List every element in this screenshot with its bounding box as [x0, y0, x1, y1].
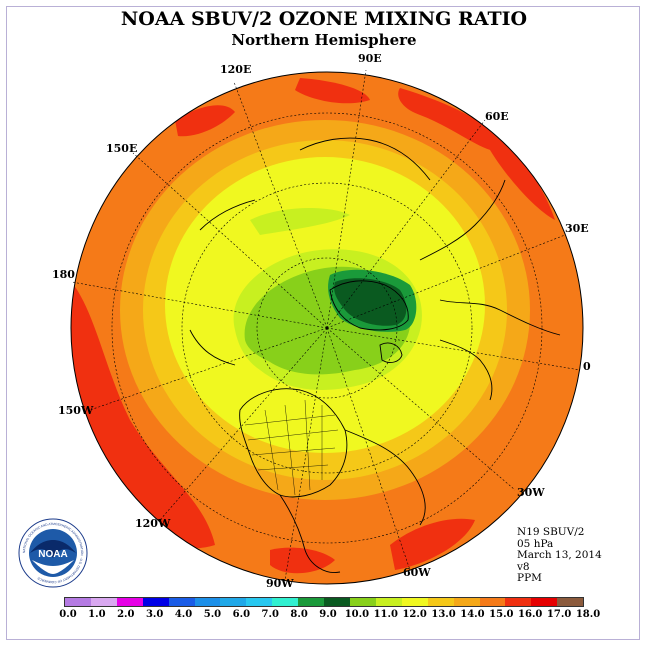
colorbar-swatch [349, 598, 376, 606]
colorbar-tick-label: 16.0 [518, 609, 543, 620]
colorbar-swatch [142, 598, 169, 606]
colorbar-swatch [453, 598, 480, 606]
ozone-band-11-arc [250, 208, 350, 235]
colorbar-tick-label: 1.0 [88, 609, 106, 620]
lon-label-90w: 90W [266, 577, 294, 590]
lon-label-30w: 30W [517, 486, 545, 499]
colorbar-swatch [194, 598, 221, 606]
colorbar-tick-label: 7.0 [261, 609, 279, 620]
map-title: NOAA SBUV/2 OZONE MIXING RATIO [120, 8, 528, 30]
lon-label-60e: 60E [485, 110, 509, 123]
ozone-band-red-s [270, 547, 335, 574]
colorbar-swatch [168, 598, 195, 606]
colorbar-tick-label: 12.0 [402, 609, 427, 620]
ozone-band-red-n [295, 78, 370, 104]
ozone-band-8 [334, 278, 407, 326]
info-date: March 13, 2014 [517, 549, 602, 561]
colorbar-swatch [220, 598, 247, 606]
ozone-band-red-sse [390, 518, 475, 570]
info-level: 05 hPa [517, 537, 554, 550]
colorbar-swatch [401, 598, 428, 606]
colorbar-tick-label: 13.0 [431, 609, 456, 620]
colorbar-tick-label: 0.0 [59, 609, 77, 620]
colorbar-swatch [375, 598, 402, 606]
info-version: v8 [517, 560, 530, 573]
info-units: PPM [517, 572, 542, 584]
map-subtitle: Northern Hemisphere [231, 31, 417, 49]
colorbar-swatch [65, 598, 91, 606]
lon-label-90e: 90E [358, 52, 382, 65]
colorbar-tick-label: 5.0 [203, 609, 222, 620]
info-satellite: N19 SBUV/2 [517, 526, 585, 538]
colorbar-tick-label: 8.0 [290, 609, 308, 620]
colorbar-tick-label: 6.0 [232, 609, 251, 620]
ozone-band-red-nw [175, 105, 235, 137]
colorbar-tick-label: 10.0 [344, 609, 370, 620]
lon-label-30e: 30E [565, 222, 589, 235]
lon-label-60w: 60W [403, 566, 431, 579]
us-state-grid [244, 399, 339, 496]
colorbar-tick-label: 17.0 [546, 609, 572, 620]
colorbar-tick-label: 15.0 [489, 609, 514, 620]
lon-label-180: 180 [52, 268, 75, 281]
colorbar-swatch [557, 598, 584, 606]
colorbar-tick-label: 2.0 [117, 609, 135, 620]
colorbar-tick-label: 9.0 [319, 609, 337, 620]
lon-label-150w: 150W [58, 404, 94, 417]
ozone-band-red-se [490, 130, 555, 220]
colorbar-tick-label: 18.0 [575, 609, 601, 620]
colorbar-swatch [324, 598, 350, 606]
ozone-band-red-ne [398, 88, 510, 152]
colorbar-swatch [90, 598, 117, 606]
lon-label-120e: 120E [220, 63, 252, 76]
colorbar-swatch [298, 598, 325, 606]
colorbar-swatch [272, 598, 299, 606]
colorbar-swatch [505, 598, 532, 606]
graticule [71, 69, 581, 581]
coastlines [189, 137, 561, 573]
info-block: N19 SBUV/2 05 hPa March 13, 2014 v8 PPM [517, 526, 602, 585]
map-boundary [70, 71, 584, 585]
colorbar-tick-label: 14.0 [460, 609, 485, 620]
colorbar-tick-label: 3.0 [145, 609, 164, 620]
colorbar-tick-label: 11.0 [373, 609, 398, 620]
colorbar-swatch [479, 598, 506, 606]
colorbar-swatch [427, 598, 454, 606]
lon-label-120w: 120W [135, 517, 171, 530]
lon-label-150e: 150E [106, 142, 138, 155]
map-frame [6, 6, 640, 640]
noaa-logo: NOAA NATIONAL OCEANIC AND ATMOSPHERIC AD… [18, 518, 88, 588]
noaa-logo-text: NOAA [38, 549, 67, 560]
colorbar [64, 597, 584, 607]
colorbar-swatch [246, 598, 273, 606]
colorbar-swatch [531, 598, 558, 606]
colorbar-swatch [116, 598, 143, 606]
colorbar-tick-label: 4.0 [174, 609, 193, 620]
lon-label-0: 0 [583, 360, 591, 373]
